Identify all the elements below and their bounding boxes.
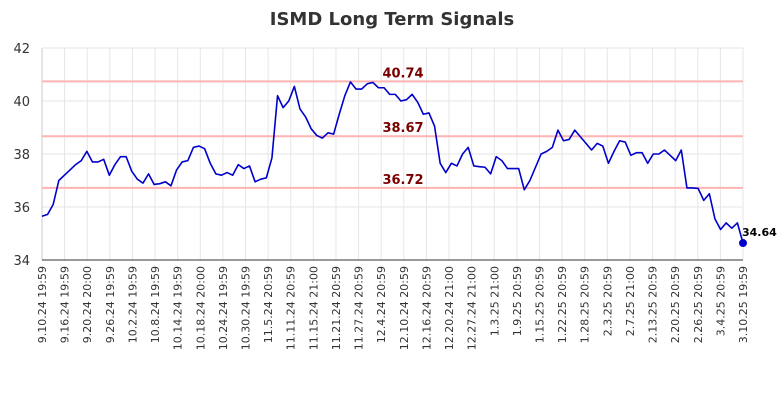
x-tick-label: 1.15.25 20:59: [533, 266, 546, 343]
x-tick-label: 10.18.24 20:00: [194, 266, 207, 350]
x-tick-label: 1.22.25 20:59: [556, 266, 569, 343]
x-tick-label: 11.21.24 20:59: [330, 266, 343, 350]
x-tick-label: 12.16.24 20:59: [420, 266, 433, 350]
signal-label: 40.74: [382, 66, 423, 81]
x-tick-label: 10.30.24 19:59: [240, 266, 253, 350]
x-tick-label: 2.20.25 20:59: [669, 266, 682, 343]
x-tick-label: 9.16.24 19:59: [59, 266, 72, 343]
x-tick-label: 3.4.25 20:59: [714, 266, 727, 336]
grid: [41, 47, 744, 261]
y-axis: 34 36 38 40 42: [13, 42, 30, 269]
x-tick-label: 12.27.24 21:00: [466, 266, 479, 350]
x-tick-label: 9.26.24 19:59: [104, 266, 117, 343]
x-tick-label: 3.10.25 19:59: [737, 266, 750, 343]
chart-title: ISMD Long Term Signals: [270, 9, 514, 30]
y-tick-label: 34: [13, 254, 30, 269]
x-tick-label: 10.24.24 19:59: [217, 266, 230, 350]
y-tick-label: 40: [13, 95, 30, 110]
signal-label: 36.72: [382, 173, 423, 188]
last-point-label: 34.64: [742, 226, 777, 239]
x-tick-label: 2.3.25 20:59: [601, 266, 614, 336]
x-tick-label: 12.20.24 21:00: [443, 266, 456, 350]
price-line: [41, 81, 744, 244]
x-tick-label: 2.7.25 21:00: [624, 266, 637, 336]
last-point-marker: [739, 239, 747, 248]
signal-lines: 40.74 38.67 36.72: [42, 66, 743, 189]
x-tick-label: 1.9.25 20:59: [511, 266, 524, 336]
x-tick-label: 12.10.24 20:59: [398, 266, 411, 350]
x-tick-label: 9.20.24 20:00: [81, 266, 94, 343]
price-series: [41, 81, 744, 244]
x-tick-label: 2.13.25 20:59: [647, 266, 660, 343]
x-tick-label: 11.15.24 21:00: [307, 266, 320, 350]
last-point: 34.64: [739, 226, 777, 248]
x-tick-label: 11.27.24 20:59: [353, 266, 366, 350]
x-tick-label: 1.28.25 20:59: [579, 266, 592, 343]
x-tick-label: 10.2.24 19:59: [126, 266, 139, 343]
x-tick-label: 2.26.25 20:59: [692, 266, 705, 343]
x-axis: 9.10.24 19:59 9.16.24 19:59 9.20.24 20:00 9…: [36, 266, 750, 350]
x-tick-label: 9.10.24 19:59: [36, 266, 49, 343]
y-tick-label: 36: [13, 201, 30, 216]
x-tick-label: 1.3.25 21:00: [488, 266, 501, 336]
y-tick-label: 42: [13, 42, 30, 57]
y-tick-label: 38: [13, 148, 30, 163]
signal-label: 38.67: [382, 121, 423, 136]
x-tick-label: 10.14.24 19:59: [172, 266, 185, 350]
x-tick-label: 11.11.24 20:59: [285, 266, 298, 350]
x-tick-label: 11.5.24 20:59: [262, 266, 275, 343]
x-tick-label: 10.8.24 19:59: [149, 266, 162, 343]
x-tick-label: 12.4.24 20:59: [375, 266, 388, 343]
